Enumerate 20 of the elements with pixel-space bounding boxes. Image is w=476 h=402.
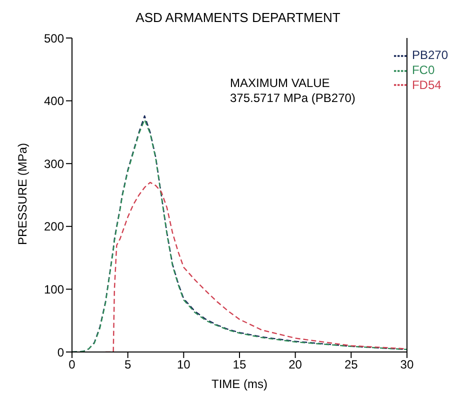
annotation: MAXIMUM VALUE 375.5717 MPa (PB270) — [230, 76, 356, 106]
y-tick-label: 200 — [44, 220, 64, 234]
y-tick-label: 300 — [44, 156, 64, 171]
legend-label: PB270 — [412, 48, 448, 62]
x-tick-label: 15 — [232, 358, 246, 372]
y-tick-label: 400 — [44, 94, 64, 108]
x-tick-label: 5 — [124, 358, 132, 372]
x-tick-label: 30 — [400, 358, 414, 372]
x-tick-label: 25 — [344, 358, 358, 372]
x-tick-label: 0 — [68, 358, 76, 372]
y-tick-label: 500 — [44, 31, 64, 46]
y-tick-label: 0 — [57, 345, 64, 360]
legend-label: FC0 — [412, 62, 435, 77]
legend-label: FD54 — [412, 78, 442, 92]
x-tick-label: 20 — [288, 358, 302, 372]
y-axis-title: PRESSURE (MPa) — [15, 142, 30, 245]
chart-title: ASD ARMAMENTS DEPARTMENT — [134, 10, 342, 25]
y-tick-label: 100 — [44, 282, 64, 296]
x-tick-label: 10 — [176, 358, 191, 372]
x-axis-title: TIME (ms) — [211, 377, 268, 391]
